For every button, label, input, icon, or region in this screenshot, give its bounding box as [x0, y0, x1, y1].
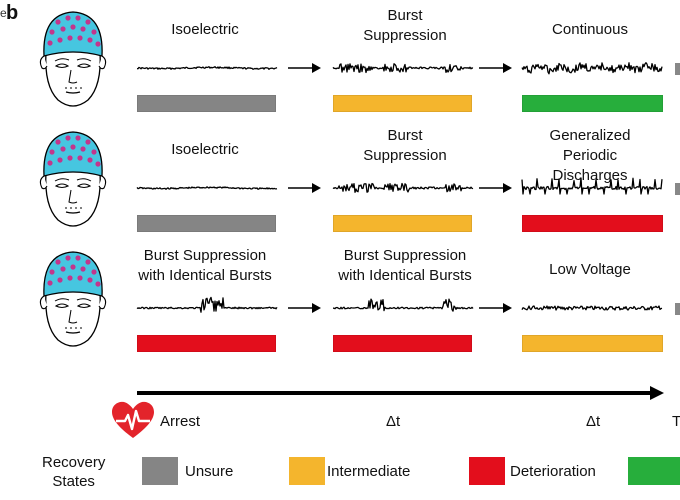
eeg-waveform	[521, 62, 663, 75]
stage-label: Burst Suppression with Identical Bursts	[338, 247, 472, 284]
stage-label: Isoelectric	[171, 21, 239, 38]
transition-arrow	[479, 63, 512, 73]
head-with-eeg-cap-icon	[39, 251, 107, 347]
legend-title: Recovery States	[42, 454, 106, 490]
recovery-state-bar-good	[522, 95, 663, 112]
timeline-step1-label: Δt	[386, 413, 401, 430]
eeg-waveform	[136, 66, 278, 70]
head-with-eeg-cap-icon	[39, 11, 107, 107]
recovery-state-bar-unsure	[137, 215, 276, 232]
recovery-state-bar-unsure	[137, 95, 276, 112]
legend-swatch-unsure	[142, 457, 178, 485]
legend-label-unsure: Unsure	[185, 463, 234, 480]
transition-arrow	[479, 303, 512, 313]
recovery-state-bar-deterioration	[522, 215, 663, 232]
stage-label: Generalized Periodic Discharges	[549, 127, 631, 184]
eeg-waveform	[332, 63, 474, 74]
edge-text-right: T	[672, 413, 680, 430]
edge-marker	[675, 183, 680, 195]
legend-label-deterioration: Deterioration	[510, 463, 596, 480]
eeg-waveform	[332, 182, 474, 193]
recovery-state-bar-deterioration	[333, 335, 472, 352]
stage-label: Burst Suppression	[363, 127, 447, 164]
stage-label: Isoelectric	[171, 141, 239, 158]
stage-label: Burst Suppression with Identical Bursts	[138, 247, 272, 284]
panel-letter: b	[6, 2, 19, 24]
timeline-step2-label: Δt	[586, 413, 601, 430]
transition-arrow	[288, 63, 321, 73]
legend-swatch-intermediate	[289, 457, 325, 485]
recovery-state-bar-deterioration	[137, 335, 276, 352]
eeg-waveform	[521, 177, 663, 195]
stage-label: Continuous	[552, 21, 628, 38]
edge-text-left: e	[0, 6, 7, 20]
recovery-state-bar-intermediate	[522, 335, 663, 352]
edge-marker	[675, 63, 680, 75]
legend-swatch-deterioration	[469, 457, 505, 485]
recovery-state-bar-intermediate	[333, 215, 472, 232]
timeline-start-label: Arrest	[160, 413, 201, 430]
heart-icon	[112, 401, 154, 438]
eeg-waveform	[333, 298, 474, 312]
recovery-state-bar-intermediate	[333, 95, 472, 112]
eeg-waveform	[136, 296, 278, 313]
transition-arrow	[479, 183, 512, 193]
transition-arrow	[288, 303, 321, 313]
stage-label: Burst Suppression	[363, 7, 447, 44]
eeg-waveform	[136, 186, 278, 190]
legend-swatch-good	[628, 457, 680, 485]
legend-label-intermediate: Intermediate	[327, 463, 411, 480]
stage-label: Low Voltage	[549, 261, 631, 278]
eeg-waveform	[521, 305, 663, 311]
transition-arrow	[288, 183, 321, 193]
head-with-eeg-cap-icon	[39, 131, 107, 227]
edge-marker	[675, 303, 680, 315]
